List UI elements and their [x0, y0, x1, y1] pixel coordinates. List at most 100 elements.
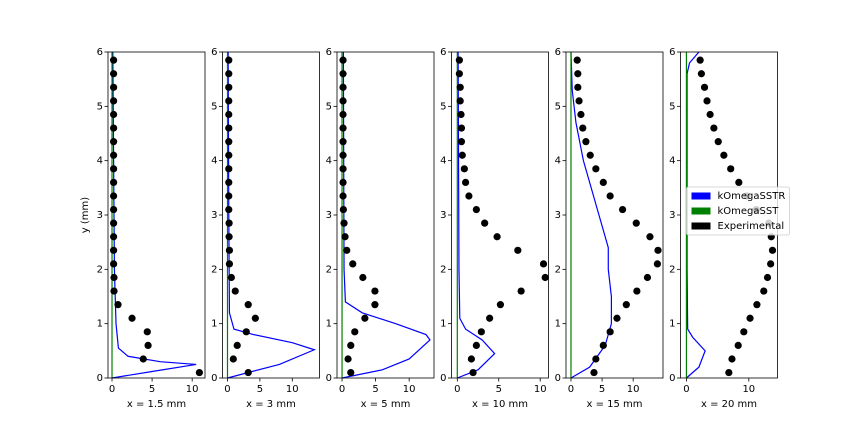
data-point: [229, 355, 237, 363]
data-point: [700, 83, 709, 91]
profile-line: [341, 51, 431, 379]
y-tick-label: 1: [440, 319, 446, 330]
data-point: [579, 124, 587, 132]
x-tick-label: 10: [627, 384, 640, 395]
y-tick-label: 2: [97, 264, 103, 275]
legend-swatch: [691, 192, 711, 200]
data-point: [339, 124, 347, 132]
data-point: [110, 273, 118, 282]
data-point: [233, 341, 241, 349]
data-point: [646, 233, 654, 241]
data-point: [465, 192, 473, 200]
data-point: [740, 328, 748, 336]
data-point: [514, 246, 522, 254]
x-tick-label: 0: [224, 384, 230, 395]
data-point: [472, 341, 480, 349]
x-tick-label: 10: [286, 384, 299, 395]
y-tick-label: 1: [211, 319, 217, 330]
y-tick-label: 0: [440, 373, 446, 384]
y-tick-label: 4: [211, 156, 217, 167]
x-axis-label: x = 20 mm: [701, 399, 757, 410]
data-point: [110, 151, 118, 159]
data-point: [339, 192, 347, 200]
data-point: [592, 355, 600, 363]
data-point: [110, 56, 118, 64]
y-tick-label: 3: [97, 210, 103, 221]
data-point: [110, 70, 118, 78]
data-point: [225, 219, 233, 227]
data-point: [225, 151, 233, 159]
data-point: [110, 246, 118, 254]
data-point: [371, 301, 379, 309]
data-point: [110, 178, 118, 186]
legend-label: Experimental: [718, 221, 785, 232]
y-tick-label: 6: [669, 47, 675, 58]
data-point: [110, 233, 118, 241]
data-point: [114, 301, 122, 309]
data-point: [697, 70, 705, 78]
data-point: [467, 355, 475, 363]
data-point: [575, 97, 583, 105]
data-point: [343, 246, 351, 254]
data-point: [244, 301, 252, 309]
data-point: [244, 368, 252, 377]
y-tick-label: 1: [669, 319, 675, 330]
data-point: [339, 205, 347, 214]
legend-box: [686, 186, 790, 236]
legend-label: kOmegaSST: [718, 206, 780, 217]
y-tick-label: 2: [211, 264, 217, 275]
y-tick-label: 4: [326, 156, 332, 167]
y-tick-label: 5: [97, 101, 103, 112]
data-point: [573, 56, 581, 64]
data-point: [457, 124, 466, 132]
data-point: [728, 355, 736, 363]
y-tick-label: 3: [440, 210, 446, 221]
data-point: [696, 56, 704, 64]
data-point: [225, 192, 233, 200]
data-point: [472, 205, 480, 214]
data-point: [735, 178, 743, 186]
x-axis-label: x = 5 mm: [361, 399, 411, 410]
data-point: [477, 328, 485, 336]
data-point: [110, 138, 118, 146]
x-tick-label: 10: [742, 384, 755, 395]
data-point: [760, 287, 768, 295]
data-point: [110, 124, 118, 132]
x-tick-label: 5: [599, 384, 605, 395]
data-point: [351, 328, 359, 336]
y-tick-label: 5: [326, 101, 332, 112]
data-point: [339, 165, 347, 173]
data-point: [110, 110, 118, 119]
data-point: [703, 97, 711, 105]
data-point: [461, 178, 470, 186]
x-tick-label: 0: [109, 384, 115, 395]
data-point: [592, 165, 600, 173]
y-tick-label: 3: [326, 210, 332, 221]
data-point: [110, 219, 118, 227]
y-tick-label: 2: [326, 264, 332, 275]
data-point: [582, 138, 590, 146]
data-point: [469, 368, 477, 377]
data-point: [720, 151, 728, 159]
y-tick-label: 5: [669, 101, 675, 112]
data-point: [606, 192, 614, 200]
profile-line: [570, 51, 612, 379]
data-point: [344, 355, 352, 363]
data-point: [225, 138, 233, 146]
y-tick-label: 0: [326, 373, 332, 384]
profile-line: [111, 51, 197, 379]
data-point: [371, 287, 379, 295]
data-point: [225, 178, 233, 186]
y-tick-label: 3: [555, 210, 561, 221]
data-point: [225, 83, 233, 91]
data-point: [574, 70, 582, 78]
data-point: [606, 328, 614, 336]
data-point: [727, 165, 735, 173]
x-tick-label: 10: [186, 384, 199, 395]
data-point: [714, 138, 722, 146]
data-point: [753, 301, 761, 309]
y-tick-label: 0: [555, 373, 561, 384]
y-tick-label: 6: [555, 47, 561, 58]
y-tick-label: 4: [669, 156, 675, 167]
